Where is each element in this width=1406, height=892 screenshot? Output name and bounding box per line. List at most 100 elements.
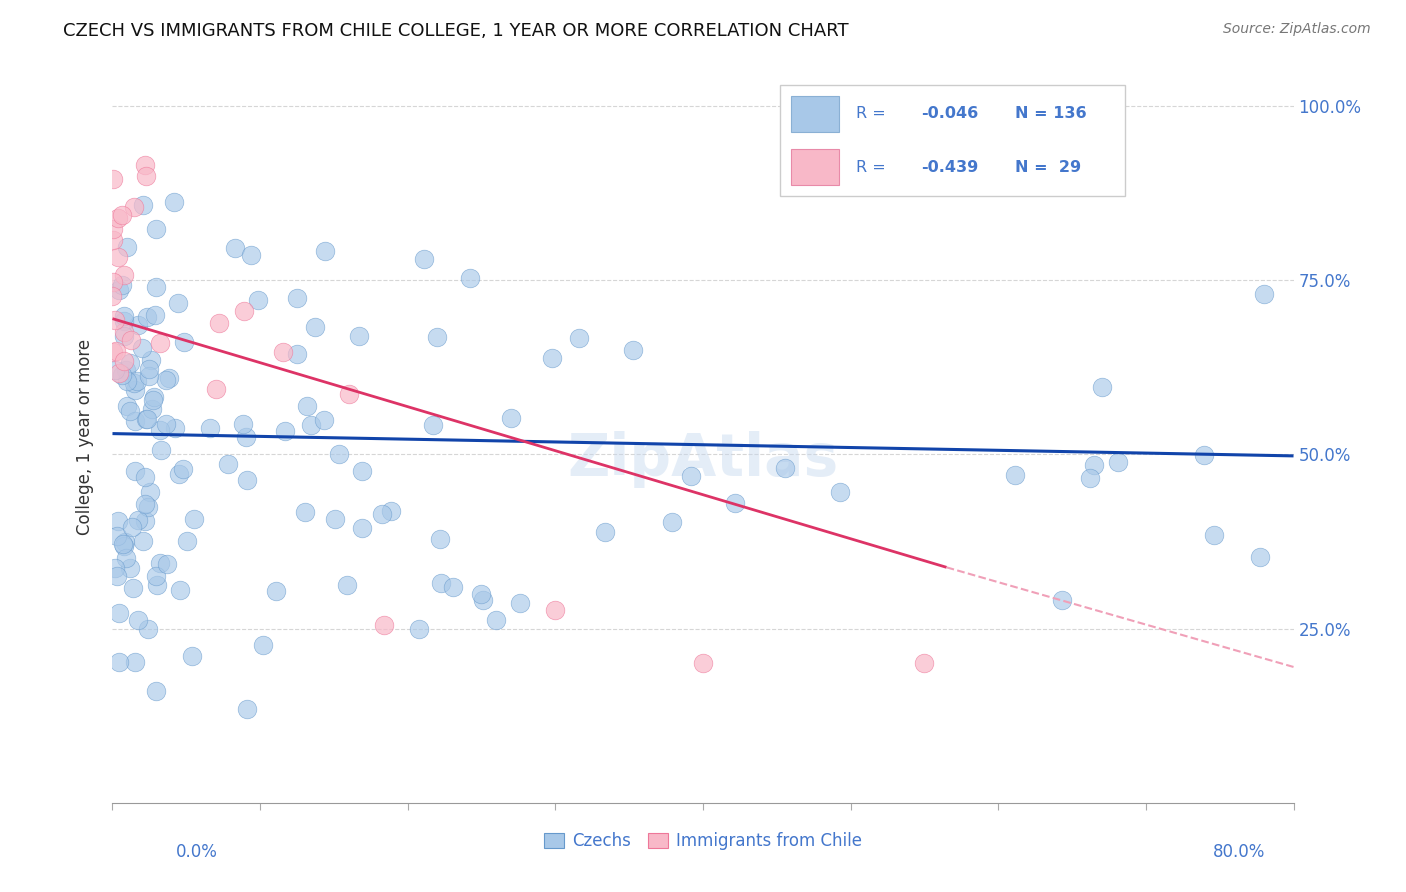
- Point: [101, 172, 124, 186]
- Point: [155, 374, 177, 388]
- Point: [724, 496, 747, 510]
- Point: [118, 403, 141, 417]
- Point: [112, 310, 135, 324]
- Point: [149, 336, 172, 351]
- Point: [115, 362, 138, 376]
- Point: [1083, 458, 1105, 472]
- Point: [141, 401, 163, 416]
- Point: [107, 514, 129, 528]
- Point: [323, 512, 346, 526]
- Point: [139, 352, 162, 367]
- Point: [155, 417, 177, 431]
- Text: N =  29: N = 29: [1015, 160, 1081, 175]
- Point: [350, 464, 373, 478]
- Point: [134, 497, 156, 511]
- Point: [294, 505, 316, 519]
- Point: [1249, 550, 1271, 565]
- Point: [371, 507, 394, 521]
- Point: [1194, 448, 1216, 462]
- Point: [156, 557, 179, 571]
- Point: [1004, 467, 1026, 482]
- Point: [373, 618, 395, 632]
- Point: [914, 657, 936, 671]
- Point: [499, 410, 522, 425]
- Point: [124, 414, 146, 428]
- Point: [297, 399, 319, 413]
- Point: [136, 412, 159, 426]
- Point: [426, 329, 449, 343]
- Point: [145, 683, 167, 698]
- Point: [125, 375, 148, 389]
- Point: [470, 587, 492, 601]
- Point: [441, 580, 464, 594]
- Point: [145, 222, 167, 236]
- Point: [285, 292, 308, 306]
- Text: R =: R =: [856, 160, 891, 175]
- Point: [380, 504, 402, 518]
- Text: 0.0%: 0.0%: [176, 843, 218, 861]
- Point: [149, 556, 172, 570]
- Point: [103, 344, 125, 359]
- Point: [112, 539, 135, 553]
- Point: [208, 316, 231, 330]
- Point: [224, 240, 246, 254]
- Point: [429, 532, 451, 546]
- Point: [828, 485, 851, 500]
- Point: [101, 221, 124, 235]
- Point: [1052, 593, 1074, 607]
- Point: [145, 280, 167, 294]
- Point: [122, 200, 145, 214]
- Point: [233, 304, 256, 318]
- Point: [127, 318, 149, 332]
- Point: [118, 356, 141, 370]
- Point: [105, 569, 128, 583]
- Point: [108, 283, 131, 297]
- Point: [347, 329, 370, 343]
- FancyBboxPatch shape: [790, 149, 839, 186]
- FancyBboxPatch shape: [790, 96, 839, 132]
- Point: [120, 561, 142, 575]
- Point: [149, 443, 172, 458]
- Point: [621, 343, 644, 358]
- Point: [304, 320, 326, 334]
- Point: [124, 383, 146, 397]
- Point: [143, 308, 166, 322]
- Text: -0.439: -0.439: [921, 160, 979, 175]
- Point: [111, 209, 134, 223]
- Point: [169, 582, 191, 597]
- Point: [232, 417, 254, 431]
- Point: [112, 268, 135, 282]
- Point: [138, 361, 160, 376]
- Point: [1204, 528, 1226, 542]
- Point: [104, 313, 127, 327]
- Point: [336, 578, 359, 592]
- Point: [509, 596, 531, 610]
- Point: [104, 561, 127, 575]
- Point: [217, 457, 239, 471]
- Point: [146, 578, 169, 592]
- Point: [108, 655, 131, 669]
- Point: [568, 331, 591, 345]
- Point: [138, 368, 160, 383]
- Point: [246, 293, 269, 307]
- Point: [117, 374, 139, 388]
- Point: [135, 310, 157, 325]
- Point: [312, 413, 335, 427]
- Point: [430, 575, 453, 590]
- Point: [485, 614, 508, 628]
- Point: [122, 581, 145, 595]
- Point: [135, 169, 157, 183]
- Point: [681, 468, 703, 483]
- Point: [136, 500, 159, 514]
- Point: [136, 623, 159, 637]
- Point: [101, 275, 124, 289]
- Point: [112, 353, 135, 368]
- Point: [115, 550, 138, 565]
- Point: [104, 363, 127, 377]
- Text: 80.0%: 80.0%: [1213, 843, 1265, 861]
- Point: [285, 347, 308, 361]
- Point: [124, 464, 146, 478]
- Point: [239, 248, 262, 262]
- Point: [124, 656, 146, 670]
- Point: [143, 391, 166, 405]
